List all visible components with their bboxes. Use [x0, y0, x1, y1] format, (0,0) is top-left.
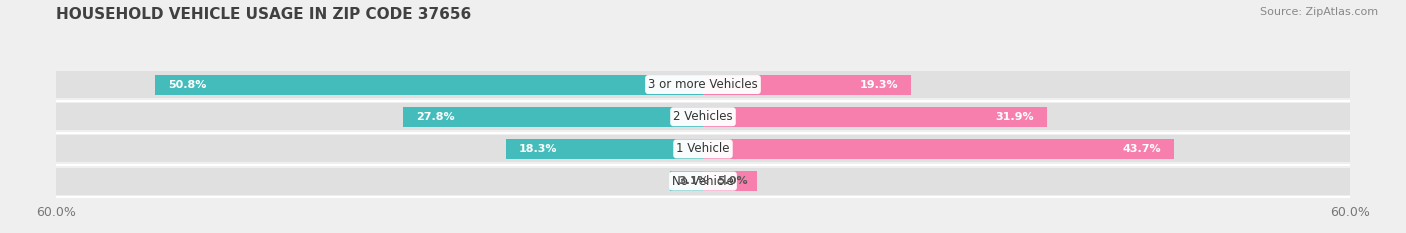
Bar	[703, 75, 911, 95]
Bar	[404, 107, 703, 127]
Text: 50.8%: 50.8%	[169, 79, 207, 89]
Text: 5.0%: 5.0%	[717, 176, 748, 186]
Bar	[56, 71, 1350, 98]
Text: Source: ZipAtlas.com: Source: ZipAtlas.com	[1260, 7, 1378, 17]
Bar	[56, 103, 1350, 130]
Bar	[156, 75, 703, 95]
Text: 3.1%: 3.1%	[678, 176, 709, 186]
Bar	[703, 107, 1047, 127]
Text: 2 Vehicles: 2 Vehicles	[673, 110, 733, 123]
Text: 1 Vehicle: 1 Vehicle	[676, 142, 730, 155]
Bar	[703, 139, 1174, 159]
Text: 43.7%: 43.7%	[1122, 144, 1161, 154]
Bar	[56, 135, 1350, 162]
Text: HOUSEHOLD VEHICLE USAGE IN ZIP CODE 37656: HOUSEHOLD VEHICLE USAGE IN ZIP CODE 3765…	[56, 7, 471, 22]
Text: 3 or more Vehicles: 3 or more Vehicles	[648, 78, 758, 91]
Bar	[506, 139, 703, 159]
Text: 31.9%: 31.9%	[995, 112, 1033, 122]
Bar	[669, 171, 703, 191]
Text: 19.3%: 19.3%	[859, 79, 898, 89]
Bar	[56, 168, 1350, 195]
Text: 18.3%: 18.3%	[519, 144, 557, 154]
Text: 27.8%: 27.8%	[416, 112, 456, 122]
Text: No Vehicle: No Vehicle	[672, 175, 734, 188]
Bar	[703, 171, 756, 191]
